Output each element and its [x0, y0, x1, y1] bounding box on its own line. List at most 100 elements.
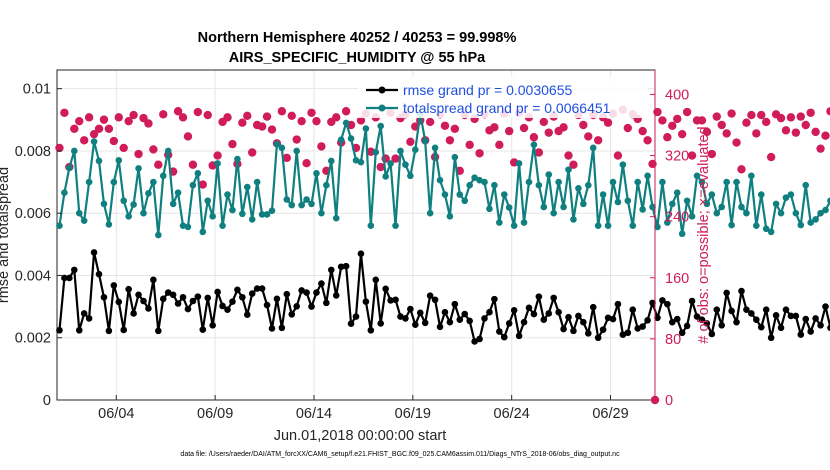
totalspread-point [664, 219, 671, 226]
totalspread-point [56, 222, 63, 229]
rmse-point [664, 300, 671, 308]
totalspread-point [738, 203, 745, 211]
rmse-point [253, 285, 261, 292]
obs-possible-point [445, 136, 455, 145]
obs-possible-point [544, 128, 553, 137]
totalspread-point [90, 138, 98, 145]
rmse-point [500, 333, 508, 341]
totalspread-point [298, 201, 305, 209]
rmse-point [762, 306, 770, 314]
totalspread-point [248, 216, 256, 223]
totalspread-point [268, 207, 276, 215]
rmse-point [639, 323, 646, 330]
totalspread-point [70, 147, 78, 155]
y2-tick-label: 240 [665, 210, 689, 226]
obs-possible-point [727, 109, 736, 118]
rmse-point [293, 302, 300, 310]
obs-possible-point [806, 108, 815, 117]
totalspread-point [313, 170, 320, 177]
obs-possible-point [593, 136, 603, 145]
rmse-point [263, 301, 271, 309]
rmse-point [540, 316, 548, 323]
rmse-point [347, 320, 355, 328]
obs-possible-point [450, 124, 460, 134]
totalspread-point [214, 160, 221, 167]
totalspread-point [817, 209, 824, 217]
rmse-point [530, 310, 538, 318]
rmse-point [767, 334, 775, 342]
rmse-point [392, 296, 399, 304]
rmse-point [125, 285, 132, 293]
totalspread-point [412, 146, 419, 153]
rmse-point [772, 312, 780, 319]
rmse-point [525, 304, 533, 312]
totalspread-point [224, 191, 231, 198]
totalspread-point [283, 196, 291, 203]
obs-possible-point [149, 145, 158, 154]
obs-possible-point [178, 113, 188, 122]
legend-spread-label: totalspread grand pr = 0.0066451 [403, 100, 611, 116]
totalspread-point [762, 225, 770, 233]
totalspread-point [164, 147, 172, 155]
totalspread-point [219, 222, 226, 229]
totalspread-point [61, 189, 68, 196]
rmse-point [387, 297, 394, 304]
rmse-point [782, 306, 790, 314]
rmse-point [570, 327, 577, 335]
obs-possible-point [559, 123, 568, 132]
obs-possible-point [124, 116, 133, 126]
obs-possible-point [757, 110, 766, 120]
totalspread-point [110, 178, 118, 186]
totalspread-point [728, 221, 735, 229]
obs-possible-point [406, 137, 415, 147]
rmse-point [194, 293, 202, 300]
totalspread-point [787, 191, 795, 198]
totalspread-point [362, 125, 370, 132]
rmse-point [456, 316, 464, 323]
rmse-point [461, 310, 469, 318]
obs-possible-point [752, 129, 761, 138]
totalspread-point [718, 203, 726, 211]
obs-possible-point [737, 165, 746, 174]
totalspread-point [303, 196, 310, 203]
obs-possible-point [761, 117, 771, 127]
totalspread-point [377, 122, 385, 130]
y2-tick-label: 160 [665, 271, 689, 287]
totalspread-point [184, 223, 192, 231]
totalspread-point [673, 189, 681, 196]
obs-possible-point [569, 160, 578, 169]
obs-possible-point [79, 136, 89, 145]
rmse-point [589, 303, 597, 311]
obs-possible-point [391, 154, 400, 163]
rmse-point [130, 310, 137, 317]
rmse-point [777, 324, 785, 332]
rmse-point [668, 318, 676, 326]
legend-rmse-label: rmse grand pr = 0.0030655 [403, 82, 572, 98]
obs-possible-point [159, 110, 168, 119]
totalspread-point [105, 221, 113, 228]
rmse-point [718, 321, 726, 329]
totalspread-point [100, 200, 108, 208]
totalspread-point [229, 206, 236, 214]
rmse-point [421, 319, 429, 327]
totalspread-point [75, 209, 83, 217]
totalspread-point [189, 181, 197, 189]
rmse-point [342, 262, 350, 270]
obs-possible-point [129, 110, 138, 120]
y-tick-label: 0.002 [15, 331, 51, 347]
obs-possible-point [109, 136, 119, 146]
totalspread-point [263, 211, 271, 218]
rmse-point [698, 316, 706, 323]
totalspread-point [80, 217, 88, 224]
totalspread-point [392, 222, 399, 229]
obs-possible-point [658, 116, 667, 125]
rmse-point [327, 266, 335, 274]
x-tick-label: 06/19 [395, 406, 431, 422]
footer-data-file: data file: /Users/raeder/DAI/ATM_forcXX/… [180, 451, 620, 458]
obs-possible-point [94, 124, 104, 134]
obs-possible-point [579, 120, 588, 130]
obs-possible-point [539, 117, 549, 127]
rmse-point [545, 310, 553, 317]
obs-possible-point [223, 113, 232, 122]
totalspread-point [471, 174, 478, 182]
